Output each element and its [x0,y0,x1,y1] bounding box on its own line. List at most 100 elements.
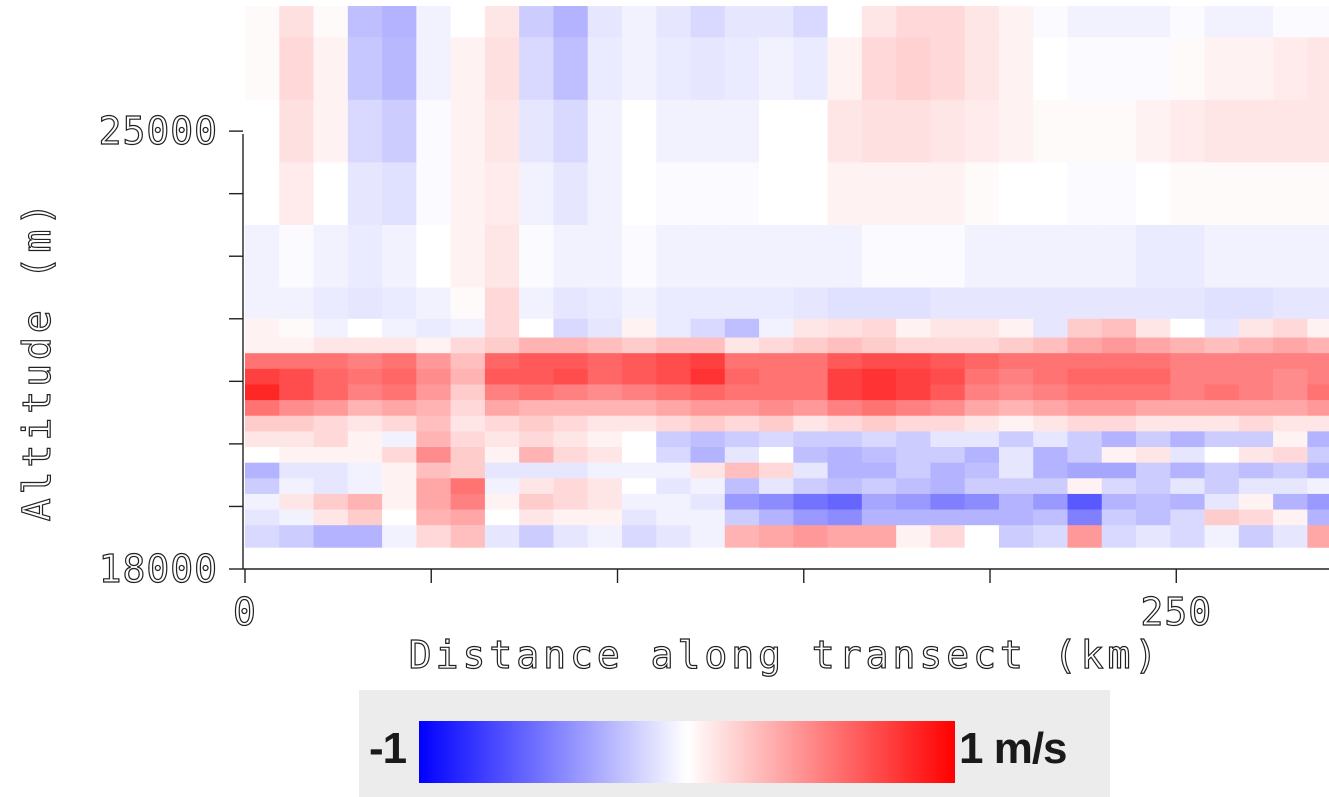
heatmap-cell [519,99,555,163]
heatmap-cell [1170,318,1206,339]
heatmap-cell [896,509,932,526]
heatmap-cell [656,400,692,417]
heatmap-cell [450,162,486,226]
heatmap-cell [313,525,349,548]
heatmap-cell [484,287,520,320]
heatmap-cell [382,493,417,511]
heatmap-cell [930,415,966,432]
heatmap-cell [896,224,932,289]
heatmap-cell [861,318,897,339]
heatmap-cell [553,99,589,163]
heatmap-cell [382,525,417,548]
heatmap-cell [313,415,349,432]
heatmap-cell [621,509,657,526]
heatmap-cell [382,384,417,401]
heatmap-cell [1204,99,1240,163]
heatmap-cell [998,368,1034,386]
heatmap-cell [245,447,280,464]
heatmap-cell [1204,318,1240,339]
heatmap-cell [279,287,315,320]
y-tick-label: 18000 [99,547,218,591]
heatmap-cell [1136,37,1171,101]
heatmap-cell [1067,224,1103,289]
heatmap-cell [245,384,280,401]
heatmap-cell [245,400,280,417]
heatmap-cell [690,525,726,548]
heatmap-cell [245,525,280,548]
heatmap-cell [964,318,1000,339]
heatmap-cell [930,384,966,401]
heatmap-cell [587,368,623,386]
heatmap-cell [1033,318,1069,339]
heatmap-cell [245,37,280,101]
heatmap-cell [998,493,1034,511]
heatmap-cell [347,287,383,320]
heatmap-cell [964,37,1000,101]
heatmap-cell [382,415,417,432]
heatmap-cell [484,509,520,526]
heatmap-cell [279,384,315,401]
heatmap-cell [793,400,829,417]
heatmap-cell [553,447,589,464]
heatmap-cell [245,431,280,448]
heatmap-cell [347,37,383,101]
heatmap-cell [347,462,383,479]
heatmap-cell [1136,6,1171,38]
heatmap-cell [1033,447,1069,464]
heatmap-cell [587,37,623,101]
y-ticks: 18000 25000 [98,109,243,592]
heatmap-cell [484,462,520,479]
heatmap-cell [827,447,863,464]
heatmap-cell [1170,99,1206,163]
heatmap-cell [1033,37,1069,101]
heatmap-cell [1067,287,1103,320]
heatmap-cell [587,478,623,495]
heatmap-cell [1170,493,1206,511]
heatmap-cell [313,224,349,289]
heatmap-cell [245,415,280,432]
heatmap-cell [759,525,794,548]
heatmap-cell [1101,224,1137,289]
heatmap-cell [827,162,863,226]
heatmap-cell [964,224,1000,289]
heatmap-cell [861,6,897,38]
heatmap-cell [656,287,692,320]
heatmap-cell [1204,162,1240,226]
heatmap-cell [553,478,589,495]
x-tick-label: 250 [1140,590,1212,634]
heatmap-cell [656,431,692,448]
heatmap-cell [896,462,932,479]
heatmap-cell [930,493,966,511]
heatmap-cell [1067,462,1103,479]
heatmap-cell [279,99,315,163]
heatmap-cell [896,400,932,417]
heatmap-cell [1033,99,1069,163]
heatmap-cell [245,368,280,386]
heatmap-cell [1238,400,1274,417]
heatmap-cell [1033,400,1069,417]
heatmap-cell [382,318,417,339]
heatmap-cell [759,337,794,354]
heatmap-cell [690,99,726,163]
heatmap-cell [519,478,555,495]
heatmap-cell [1204,431,1240,448]
heatmap-cell [964,415,1000,432]
heatmap-cell [621,99,657,163]
heatmap-cell [724,287,760,320]
heatmap-cell [759,478,794,495]
heatmap-cell [313,287,349,320]
heatmap-cell [827,6,863,38]
heatmap-cell [1067,99,1103,163]
heatmap-cell [1273,462,1308,479]
heatmap-cell [621,337,657,354]
heatmap-cell [1136,462,1171,479]
heatmap-cell [1170,353,1206,370]
heatmap-cell [896,478,932,495]
heatmap-cell [1101,318,1137,339]
heatmap-cell [690,509,726,526]
heatmap-cell [1238,337,1274,354]
heatmap-cell [759,509,794,526]
heatmap-cell [621,287,657,320]
heatmap-cell [1067,493,1103,511]
heatmap-cell [1307,162,1329,226]
